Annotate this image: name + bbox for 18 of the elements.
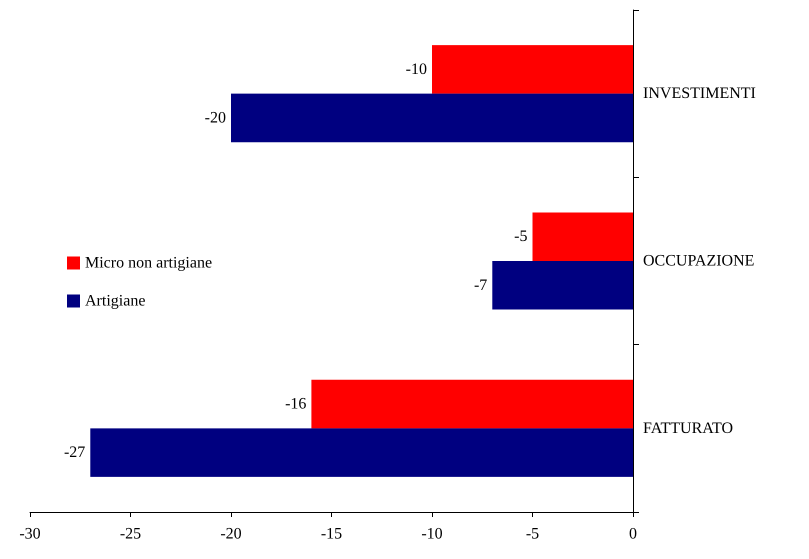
x-tick-label: -10 [421, 526, 443, 542]
x-tick-label: -20 [220, 526, 242, 542]
legend-label: Artigiane [85, 292, 146, 310]
x-tick-label: -25 [120, 526, 142, 542]
data-label: -10 [406, 60, 427, 78]
data-label: -7 [474, 276, 488, 294]
x-tick-label: -5 [526, 526, 540, 542]
x-tick-label: 0 [629, 526, 637, 542]
data-label: -20 [204, 109, 226, 126]
y-tick-label: FATTURATO [643, 420, 734, 437]
x-tick-label: -15 [320, 526, 342, 542]
data-label: -16 [285, 396, 306, 413]
y-tick-label: INVESTIMENTI [643, 85, 756, 102]
y-tick-label: OCCUPAZIONE [643, 252, 754, 270]
data-label: -27 [64, 444, 86, 462]
x-tick-label: -30 [19, 526, 41, 542]
data-label: -5 [514, 228, 528, 246]
legend-label: Micro non artigiane [85, 254, 212, 272]
